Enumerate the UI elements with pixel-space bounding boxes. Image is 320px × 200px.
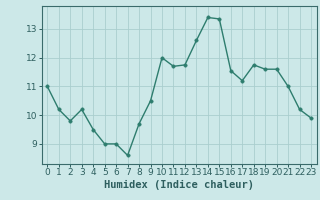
X-axis label: Humidex (Indice chaleur): Humidex (Indice chaleur): [104, 180, 254, 190]
